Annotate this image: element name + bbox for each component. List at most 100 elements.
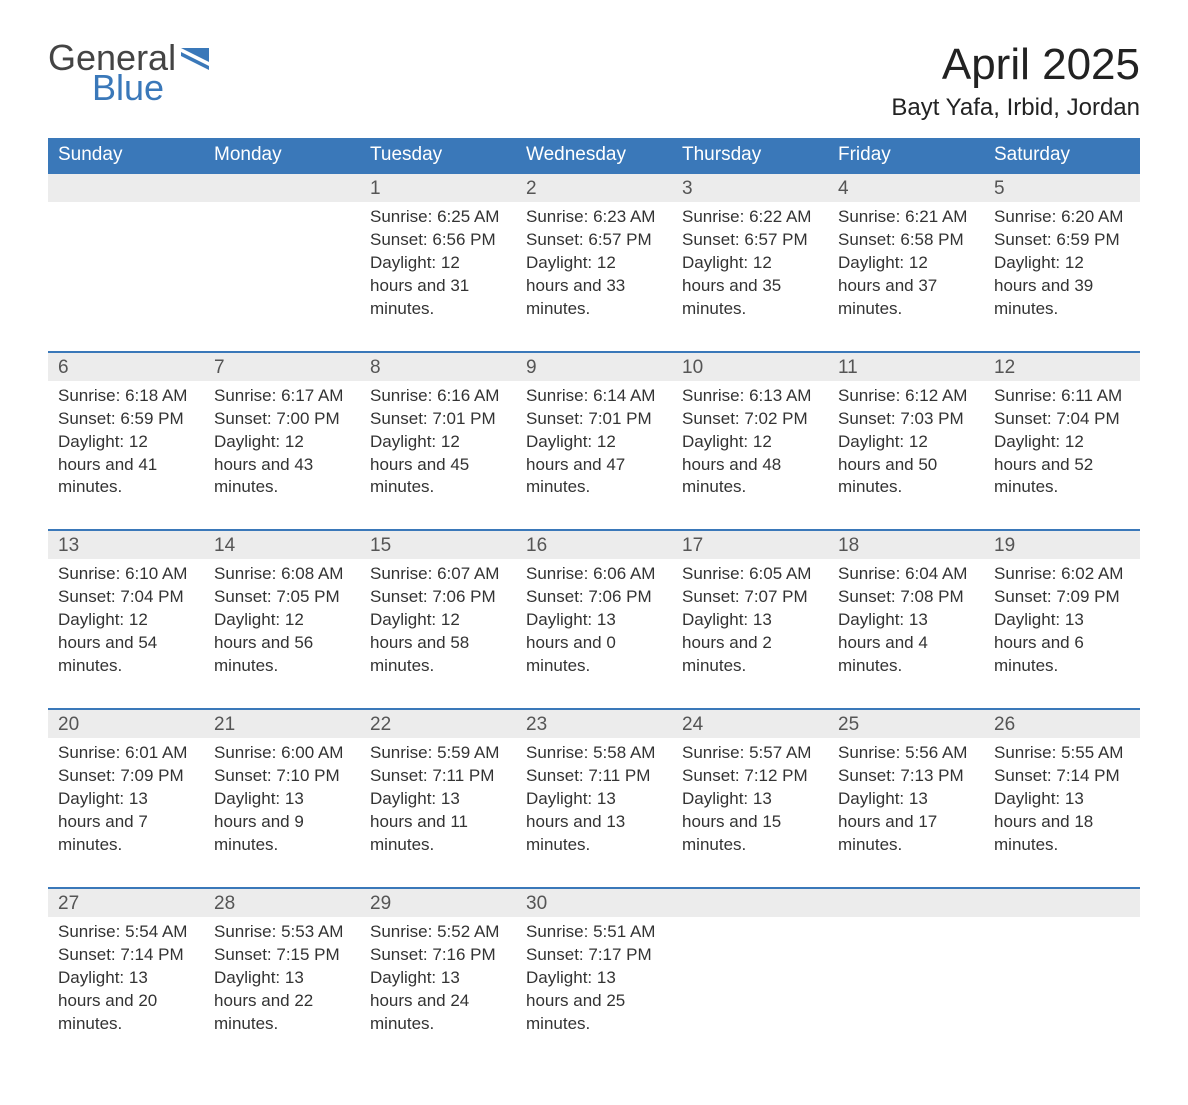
daynum-row: 20212223242526 <box>48 709 1140 738</box>
day-number-cell: 15 <box>360 530 516 559</box>
page-title: April 2025 <box>891 40 1140 90</box>
daylight-line: Daylight: 12 hours and 37 minutes. <box>838 252 974 321</box>
day-detail-cell: Sunrise: 6:05 AMSunset: 7:07 PMDaylight:… <box>672 559 828 709</box>
daylight-line: Daylight: 13 hours and 15 minutes. <box>682 788 818 857</box>
day-detail-cell: Sunrise: 5:51 AMSunset: 7:17 PMDaylight:… <box>516 917 672 1066</box>
day-detail-cell: Sunrise: 5:55 AMSunset: 7:14 PMDaylight:… <box>984 738 1140 888</box>
day-number-cell: 13 <box>48 530 204 559</box>
sunset-line: Sunset: 6:58 PM <box>838 229 974 252</box>
day-detail-cell: Sunrise: 6:12 AMSunset: 7:03 PMDaylight:… <box>828 381 984 531</box>
day-detail-cell: Sunrise: 6:10 AMSunset: 7:04 PMDaylight:… <box>48 559 204 709</box>
location-text: Bayt Yafa, Irbid, Jordan <box>891 94 1140 122</box>
daylight-line: Daylight: 12 hours and 33 minutes. <box>526 252 662 321</box>
day-number-cell: 22 <box>360 709 516 738</box>
day-detail-row: Sunrise: 6:18 AMSunset: 6:59 PMDaylight:… <box>48 381 1140 531</box>
day-number-cell: 9 <box>516 352 672 381</box>
daylight-line: Daylight: 13 hours and 4 minutes. <box>838 609 974 678</box>
sunset-line: Sunset: 7:01 PM <box>526 408 662 431</box>
day-number-cell <box>48 173 204 202</box>
daylight-line: Daylight: 12 hours and 47 minutes. <box>526 431 662 500</box>
day-detail-cell: Sunrise: 6:17 AMSunset: 7:00 PMDaylight:… <box>204 381 360 531</box>
sunrise-line: Sunrise: 6:10 AM <box>58 563 194 586</box>
sunset-line: Sunset: 7:03 PM <box>838 408 974 431</box>
day-detail-cell: Sunrise: 6:14 AMSunset: 7:01 PMDaylight:… <box>516 381 672 531</box>
day-detail-cell: Sunrise: 6:11 AMSunset: 7:04 PMDaylight:… <box>984 381 1140 531</box>
daylight-line: Daylight: 13 hours and 22 minutes. <box>214 967 350 1036</box>
daylight-line: Daylight: 12 hours and 41 minutes. <box>58 431 194 500</box>
logo: General Blue <box>48 40 209 106</box>
daylight-line: Daylight: 13 hours and 9 minutes. <box>214 788 350 857</box>
day-number-cell: 27 <box>48 888 204 917</box>
sunset-line: Sunset: 7:09 PM <box>58 765 194 788</box>
sunset-line: Sunset: 7:14 PM <box>58 944 194 967</box>
day-number-cell: 21 <box>204 709 360 738</box>
weekday-header: Saturday <box>984 138 1140 173</box>
day-detail-cell <box>828 917 984 1066</box>
day-number-cell: 19 <box>984 530 1140 559</box>
sunrise-line: Sunrise: 6:12 AM <box>838 385 974 408</box>
sunset-line: Sunset: 7:02 PM <box>682 408 818 431</box>
day-number-cell: 11 <box>828 352 984 381</box>
day-detail-row: Sunrise: 6:25 AMSunset: 6:56 PMDaylight:… <box>48 202 1140 352</box>
sunrise-line: Sunrise: 6:11 AM <box>994 385 1130 408</box>
sunset-line: Sunset: 7:17 PM <box>526 944 662 967</box>
day-detail-cell: Sunrise: 6:25 AMSunset: 6:56 PMDaylight:… <box>360 202 516 352</box>
sunrise-line: Sunrise: 6:23 AM <box>526 206 662 229</box>
sunrise-line: Sunrise: 6:01 AM <box>58 742 194 765</box>
day-detail-cell: Sunrise: 6:04 AMSunset: 7:08 PMDaylight:… <box>828 559 984 709</box>
sunrise-line: Sunrise: 5:51 AM <box>526 921 662 944</box>
daylight-line: Daylight: 12 hours and 48 minutes. <box>682 431 818 500</box>
sunset-line: Sunset: 7:11 PM <box>370 765 506 788</box>
weekday-header: Tuesday <box>360 138 516 173</box>
day-detail-cell: Sunrise: 6:16 AMSunset: 7:01 PMDaylight:… <box>360 381 516 531</box>
day-number-cell: 5 <box>984 173 1140 202</box>
day-detail-cell: Sunrise: 5:54 AMSunset: 7:14 PMDaylight:… <box>48 917 204 1066</box>
sunrise-line: Sunrise: 5:53 AM <box>214 921 350 944</box>
sunrise-line: Sunrise: 6:00 AM <box>214 742 350 765</box>
day-detail-cell: Sunrise: 6:08 AMSunset: 7:05 PMDaylight:… <box>204 559 360 709</box>
day-number-cell <box>204 173 360 202</box>
sunrise-line: Sunrise: 6:02 AM <box>994 563 1130 586</box>
header-row: General Blue April 2025 Bayt Yafa, Irbid… <box>48 40 1140 122</box>
weekday-header: Thursday <box>672 138 828 173</box>
sunset-line: Sunset: 7:11 PM <box>526 765 662 788</box>
sunrise-line: Sunrise: 5:55 AM <box>994 742 1130 765</box>
flag-icon <box>181 57 209 74</box>
day-detail-cell <box>672 917 828 1066</box>
sunrise-line: Sunrise: 6:17 AM <box>214 385 350 408</box>
day-detail-cell: Sunrise: 5:57 AMSunset: 7:12 PMDaylight:… <box>672 738 828 888</box>
day-detail-cell: Sunrise: 5:53 AMSunset: 7:15 PMDaylight:… <box>204 917 360 1066</box>
day-detail-cell: Sunrise: 5:58 AMSunset: 7:11 PMDaylight:… <box>516 738 672 888</box>
day-number-cell: 23 <box>516 709 672 738</box>
sunrise-line: Sunrise: 5:56 AM <box>838 742 974 765</box>
day-detail-cell: Sunrise: 6:00 AMSunset: 7:10 PMDaylight:… <box>204 738 360 888</box>
daylight-line: Daylight: 12 hours and 31 minutes. <box>370 252 506 321</box>
calendar-table: Sunday Monday Tuesday Wednesday Thursday… <box>48 138 1140 1065</box>
daylight-line: Daylight: 13 hours and 25 minutes. <box>526 967 662 1036</box>
sunset-line: Sunset: 7:07 PM <box>682 586 818 609</box>
day-number-cell: 25 <box>828 709 984 738</box>
sunset-line: Sunset: 6:57 PM <box>682 229 818 252</box>
daylight-line: Daylight: 12 hours and 45 minutes. <box>370 431 506 500</box>
day-detail-cell: Sunrise: 6:20 AMSunset: 6:59 PMDaylight:… <box>984 202 1140 352</box>
day-detail-cell <box>204 202 360 352</box>
weekday-header: Wednesday <box>516 138 672 173</box>
day-detail-cell: Sunrise: 5:59 AMSunset: 7:11 PMDaylight:… <box>360 738 516 888</box>
day-detail-cell <box>48 202 204 352</box>
daylight-line: Daylight: 12 hours and 54 minutes. <box>58 609 194 678</box>
daylight-line: Daylight: 12 hours and 58 minutes. <box>370 609 506 678</box>
day-number-cell: 12 <box>984 352 1140 381</box>
day-detail-cell: Sunrise: 6:22 AMSunset: 6:57 PMDaylight:… <box>672 202 828 352</box>
day-number-cell: 4 <box>828 173 984 202</box>
daylight-line: Daylight: 12 hours and 52 minutes. <box>994 431 1130 500</box>
day-detail-cell: Sunrise: 6:01 AMSunset: 7:09 PMDaylight:… <box>48 738 204 888</box>
daylight-line: Daylight: 13 hours and 24 minutes. <box>370 967 506 1036</box>
sunset-line: Sunset: 7:10 PM <box>214 765 350 788</box>
sunrise-line: Sunrise: 6:08 AM <box>214 563 350 586</box>
daylight-line: Daylight: 12 hours and 50 minutes. <box>838 431 974 500</box>
sunrise-line: Sunrise: 5:54 AM <box>58 921 194 944</box>
day-detail-row: Sunrise: 6:01 AMSunset: 7:09 PM Daylight:… <box>48 738 1140 888</box>
day-detail-cell: Sunrise: 6:13 AMSunset: 7:02 PMDaylight:… <box>672 381 828 531</box>
day-detail-cell: Sunrise: 5:52 AMSunset: 7:16 PMDaylight:… <box>360 917 516 1066</box>
sunrise-line: Sunrise: 5:57 AM <box>682 742 818 765</box>
